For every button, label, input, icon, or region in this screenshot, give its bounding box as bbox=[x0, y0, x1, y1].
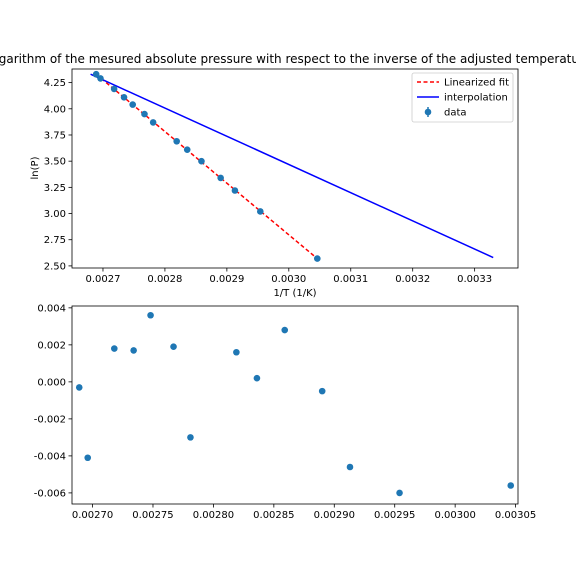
x-tick-label: 0.00290 bbox=[314, 510, 355, 521]
legend-label-linearized-fit: Linearized fit bbox=[444, 78, 509, 89]
fit-data-point bbox=[198, 157, 205, 165]
fit-data-point bbox=[110, 85, 118, 93]
residuals-plot-area bbox=[75, 311, 515, 497]
x-tick-label: 0.00305 bbox=[495, 510, 536, 521]
residual-data-point bbox=[507, 482, 515, 489]
residual-data-point bbox=[233, 348, 240, 356]
y-tick-label: -0.002 bbox=[34, 414, 66, 425]
fit-plot-area bbox=[90, 70, 494, 262]
residual-data-point bbox=[84, 454, 92, 462]
x-tick-label: 0.0031 bbox=[333, 274, 368, 285]
residual-data-point bbox=[396, 489, 403, 497]
fit-data-point bbox=[141, 110, 148, 118]
x-tick-label: 0.00270 bbox=[72, 510, 113, 521]
y-tick-label: 3.50 bbox=[44, 157, 66, 168]
x-axis-label: 1/T (1/K) bbox=[273, 288, 316, 299]
y-tick-label: 0.000 bbox=[37, 377, 66, 388]
legend-label-data: data bbox=[444, 108, 467, 119]
y-tick-label: 4.00 bbox=[44, 104, 66, 115]
residuals-x-ticks: 0.00270 0.00275 0.00280 0.00285 0.00290 0.002… bbox=[72, 504, 536, 521]
x-tick-label: 0.0030 bbox=[271, 274, 306, 285]
residual-data-point bbox=[111, 345, 118, 352]
fit-data-point bbox=[257, 208, 264, 215]
legend-label-interpolation: interpolation bbox=[444, 93, 508, 104]
fit-data-point bbox=[129, 101, 137, 108]
fit-data-point bbox=[92, 70, 100, 78]
residuals-plot-frame bbox=[71, 305, 519, 505]
interpolation-line bbox=[90, 73, 494, 259]
residual-data-point bbox=[253, 374, 261, 382]
x-tick-label: 0.0032 bbox=[395, 274, 430, 285]
x-tick-label: 0.0028 bbox=[147, 274, 182, 285]
y-tick-label: 0.004 bbox=[37, 303, 66, 314]
y-tick-label: 4.25 bbox=[44, 78, 66, 89]
legend-swatch-data bbox=[424, 108, 432, 116]
x-tick-label: 0.0029 bbox=[209, 274, 244, 285]
fit-x-ticks: 0.0027 0.0028 0.0029 0.0030 0.0031 0.0032 0.00… bbox=[85, 268, 492, 285]
y-tick-label: -0.006 bbox=[34, 488, 66, 499]
y-axis-label: ln(P) bbox=[30, 156, 41, 179]
residual-data-point bbox=[187, 434, 194, 441]
fit-plot-frame bbox=[71, 68, 519, 269]
fit-data-point bbox=[183, 146, 191, 153]
residual-data-point bbox=[281, 326, 289, 334]
residual-data-point bbox=[147, 311, 154, 319]
x-tick-label: 0.0033 bbox=[457, 274, 492, 285]
legend: Linearized fit interpolation data bbox=[411, 72, 514, 123]
x-tick-label: 0.00295 bbox=[374, 510, 415, 521]
legend-box bbox=[411, 72, 514, 123]
y-tick-label: 3.00 bbox=[44, 209, 66, 220]
fit-data-point bbox=[173, 137, 180, 145]
residual-data-point bbox=[75, 384, 83, 391]
x-tick-label: 0.00300 bbox=[434, 510, 475, 521]
residual-data-point bbox=[170, 343, 177, 351]
y-tick-label: 0.002 bbox=[37, 340, 66, 351]
residual-data-point bbox=[318, 387, 326, 395]
residuals-y-ticks: 0.004 0.002 0.000 -0.002 -0.004 -0.006 bbox=[34, 303, 72, 499]
x-tick-label: 0.00275 bbox=[132, 510, 173, 521]
fit-chart: Logarithm of the mesured absolute pressu… bbox=[0, 52, 576, 299]
fit-data-point bbox=[231, 187, 239, 194]
residuals-chart: 0.00270 0.00275 0.00280 0.00285 0.00290 0.002… bbox=[34, 303, 537, 521]
chart-title: Logarithm of the mesured absolute pressu… bbox=[0, 52, 576, 66]
fit-data-point bbox=[120, 93, 128, 101]
residual-data-point bbox=[130, 347, 137, 354]
fit-y-ticks: 2.50 2.75 3.00 3.25 3.50 3.75 4.00 4.25 bbox=[44, 78, 72, 272]
x-tick-label: 0.00285 bbox=[253, 510, 294, 521]
fit-data-point bbox=[217, 174, 224, 182]
y-tick-label: -0.004 bbox=[34, 451, 66, 462]
fit-data-point bbox=[149, 119, 157, 126]
linearized-fit-line bbox=[95, 73, 318, 260]
residual-data-point bbox=[346, 463, 354, 471]
x-tick-label: 0.0027 bbox=[85, 274, 120, 285]
y-tick-label: 2.50 bbox=[44, 261, 66, 272]
fit-data-point bbox=[314, 255, 321, 262]
y-tick-label: 3.25 bbox=[44, 183, 66, 194]
y-tick-label: 3.75 bbox=[44, 130, 66, 141]
x-tick-label: 0.00280 bbox=[193, 510, 234, 521]
y-tick-label: 2.75 bbox=[44, 235, 66, 246]
fit-data-point bbox=[97, 75, 104, 82]
